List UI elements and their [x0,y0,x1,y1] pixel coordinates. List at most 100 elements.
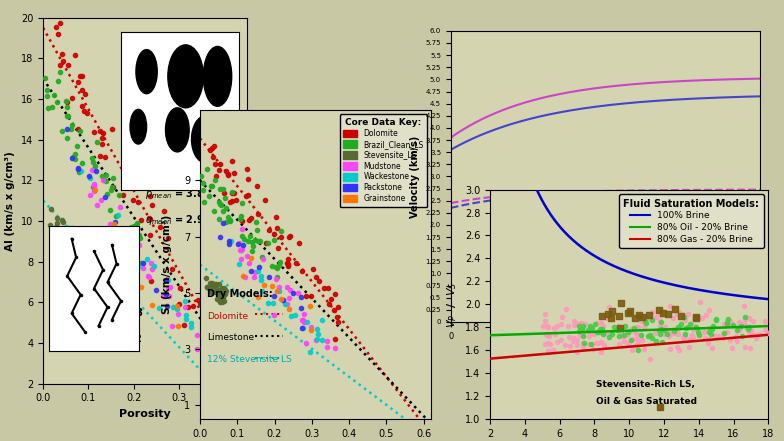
Point [575,320,587,327]
Point [53,19,66,26]
Point [270,213,283,220]
Point [178,303,191,310]
Point [248,273,260,280]
Point [673,309,686,316]
Point [126,251,139,258]
Point [618,332,630,339]
Legend: 100% Brine, 80% Oil - 20% Brine, 80% Gas - 20% Brine: 100% Brine, 80% Oil - 20% Brine, 80% Gas… [619,194,764,248]
Point [100,227,112,234]
Point [736,333,749,340]
Point [648,329,661,336]
X-axis label: Porosity: Porosity [119,409,171,419]
Point [199,309,212,316]
Point [89,186,102,193]
Point [266,283,278,290]
Point [686,325,699,332]
Point [663,303,676,310]
Point [63,232,75,239]
Point [219,290,231,297]
Point [210,172,223,179]
Point [721,318,734,325]
Point [573,328,586,335]
Point [625,336,637,343]
Point [646,309,659,316]
Point [245,268,257,275]
Point [273,288,285,295]
Point [684,321,697,328]
Point [632,346,644,353]
Point [81,110,93,117]
Point [207,153,220,161]
Point [157,293,169,300]
Point [722,315,735,322]
Point [568,322,580,329]
Point [658,330,670,337]
Point [241,252,254,259]
Point [560,306,572,313]
Point [759,327,771,334]
Point [124,264,136,271]
Point [64,241,77,248]
Point [638,314,651,321]
Point [242,192,255,199]
Point [618,337,630,344]
Point [235,246,248,253]
Point [50,99,63,106]
Point [76,72,89,79]
Point [90,138,103,146]
Point [705,331,717,338]
Point [201,166,213,173]
Text: Colour: Colour [347,121,375,130]
Point [201,335,213,342]
Point [289,311,301,318]
Point [71,126,84,133]
Point [626,346,639,353]
Point [681,310,694,318]
Point [114,235,127,242]
Point [88,181,100,188]
Point [598,330,611,337]
Point [703,329,716,336]
Point [684,336,696,343]
Point [689,314,702,321]
Point [236,233,249,240]
Point [217,207,230,214]
Point [561,323,574,330]
Point [646,317,659,324]
Text: Stevensite-Rich LS,: Stevensite-Rich LS, [596,380,695,389]
Point [283,305,296,312]
Point [103,206,116,213]
Point [213,280,226,288]
Point [60,229,73,236]
Point [667,328,680,335]
Point [204,280,216,287]
Point [225,189,238,196]
Point [285,421,294,426]
Y-axis label: SI (km/s x g/cm³): SI (km/s x g/cm³) [162,215,172,314]
Point [106,125,118,132]
Point [661,330,673,337]
Point [120,230,132,237]
Point [65,154,78,161]
Point [329,425,339,430]
Point [586,345,599,352]
Point [670,327,683,334]
Point [197,179,209,187]
Point [673,346,685,353]
Point [56,232,68,239]
Point [56,58,69,65]
Point [144,232,157,239]
Point [576,331,589,338]
Point [670,344,683,351]
Y-axis label: $V_P$  /  $V_S$: $V_P$ / $V_S$ [445,281,459,328]
Point [214,201,227,208]
Point [205,183,218,190]
Point [84,174,96,181]
Point [161,303,173,310]
Point [146,202,158,209]
Point [263,273,275,280]
Point [583,340,596,347]
Point [204,333,216,340]
Point [540,332,553,339]
Point [103,225,115,232]
